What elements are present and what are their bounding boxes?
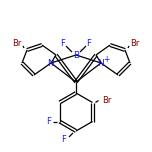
Text: Br: Br — [130, 38, 140, 47]
Text: F: F — [60, 38, 66, 47]
Text: Br: Br — [12, 38, 22, 47]
Text: N: N — [98, 59, 104, 67]
Text: ⁻: ⁻ — [79, 47, 83, 55]
Text: F: F — [86, 38, 92, 47]
Text: F: F — [46, 117, 51, 126]
Text: Br: Br — [102, 96, 111, 105]
Text: N: N — [48, 59, 54, 67]
Text: B: B — [73, 50, 79, 59]
Text: +: + — [103, 55, 109, 64]
Text: F: F — [62, 135, 66, 143]
